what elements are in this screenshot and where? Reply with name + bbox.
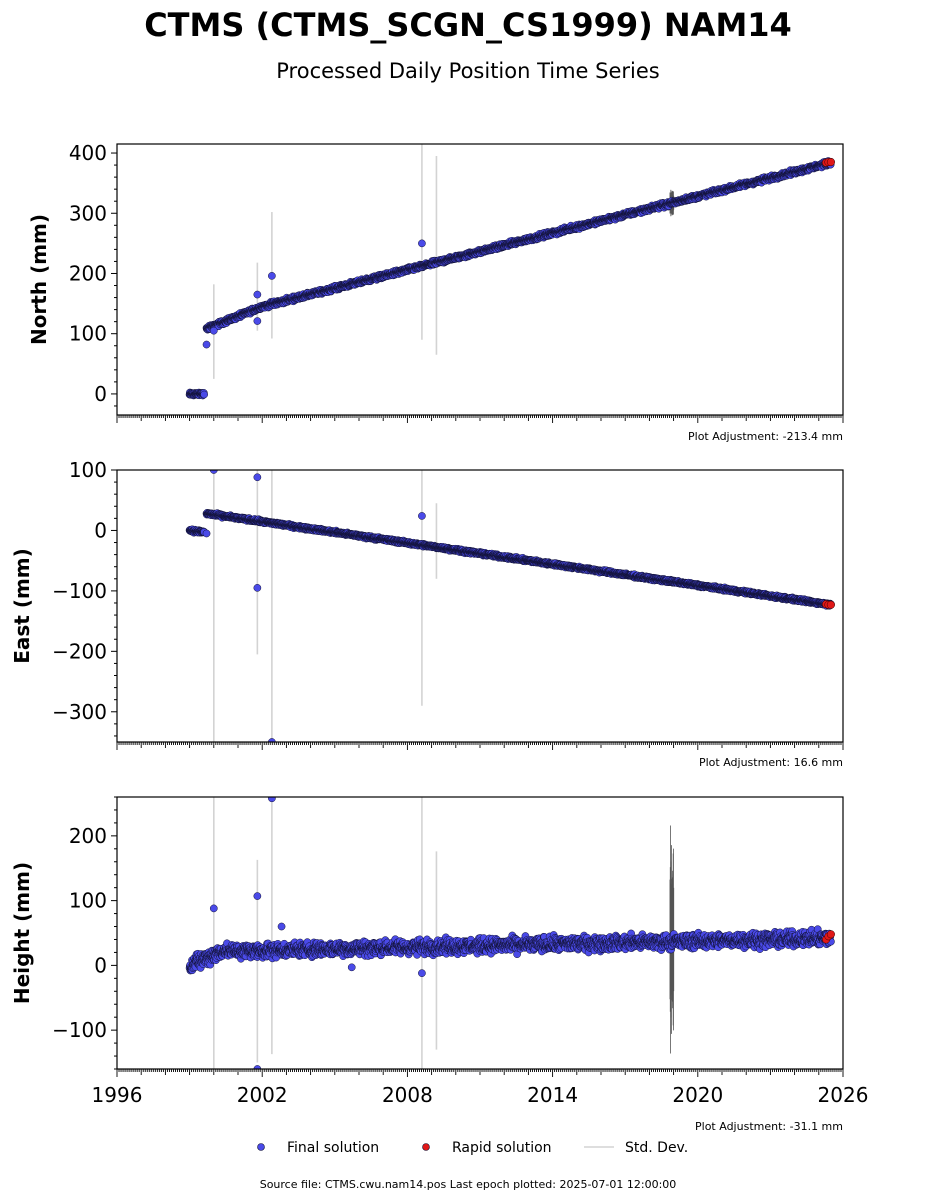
final-point — [200, 390, 208, 399]
final-point-outlier — [253, 317, 262, 325]
final-point-outlier — [268, 272, 276, 280]
plot-area — [185, 144, 835, 400]
y-tick-label: 100 — [69, 322, 107, 346]
final-point-outlier — [418, 239, 426, 248]
plot-adjustment-label: Plot Adjustment: -213.4 mm — [688, 430, 843, 443]
final-point-outlier — [253, 290, 262, 299]
panel-1: 0 100 200 300 400 North (mm) Plot Adjustment: … — [27, 141, 844, 443]
y-tick-label: 200 — [69, 261, 107, 285]
y-tick-label: 0 — [94, 382, 107, 406]
chart-title: CTMS (CTMS_SCGN_CS1999) NAM14 — [144, 6, 792, 44]
y-axis-label: North (mm) — [27, 214, 51, 345]
panels: 0 100 200 300 400 North (mm) Plot Adjustment: … — [10, 141, 868, 1133]
chart-subtitle: Processed Daily Position Time Series — [276, 59, 660, 83]
y-tick-label: 300 — [69, 201, 107, 225]
plot-area — [185, 470, 835, 742]
y-tick-label: 400 — [69, 141, 107, 165]
final-point-outlier — [209, 326, 218, 335]
rapid-point — [826, 158, 835, 167]
final-point-outlier — [202, 340, 211, 349]
